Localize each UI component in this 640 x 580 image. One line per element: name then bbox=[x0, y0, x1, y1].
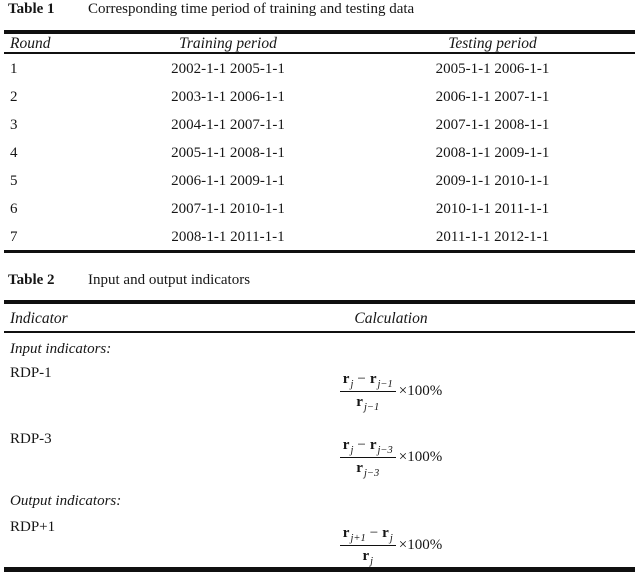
table2-caption-label: Table 2 bbox=[8, 272, 55, 288]
training-cell: 2008-1-1 2011-1-1 bbox=[171, 228, 285, 245]
testing-cell: 2007-1-1 2008-1-1 bbox=[435, 116, 550, 133]
table1-header-testing: Testing period bbox=[448, 35, 537, 52]
calculation-cell: rj − rj−1 rj−1 ×100% bbox=[150, 360, 632, 422]
rdp-plus-1-formula: rj+1− rj rj ×100% bbox=[339, 525, 443, 566]
table-row: 2 2003-1-1 2006-1-1 2006-1-1 2007-1-1 bbox=[8, 83, 632, 111]
fraction: rj+1− rj rj bbox=[339, 525, 396, 566]
calculation-cell: rj+1− rj rj ×100% bbox=[150, 514, 632, 576]
table1-bottom-rule bbox=[4, 249, 635, 253]
fraction: rj − rj−3 rj−3 bbox=[339, 437, 396, 478]
training-cell: 2005-1-1 2008-1-1 bbox=[171, 144, 285, 161]
table-row: 3 2004-1-1 2007-1-1 2007-1-1 2008-1-1 bbox=[8, 111, 632, 139]
table-row-rdp-plus-1: RDP+1 rj+1− rj rj ×100% bbox=[8, 514, 632, 576]
round-cell: 6 bbox=[10, 200, 18, 217]
training-cell: 2004-1-1 2007-1-1 bbox=[171, 116, 285, 133]
table-row-rdp-minus-1: RDP-1 rj − rj−1 rj−1 ×100% bbox=[8, 360, 632, 422]
training-cell: 2007-1-1 2010-1-1 bbox=[171, 200, 285, 217]
table2-header-rule bbox=[4, 331, 635, 333]
table2-bottom-rule bbox=[4, 567, 635, 572]
testing-cell: 2011-1-1 2012-1-1 bbox=[435, 228, 550, 245]
table1-caption: Table 1 Corresponding time period of trai… bbox=[8, 1, 632, 18]
testing-cell: 2010-1-1 2011-1-1 bbox=[435, 200, 550, 217]
round-cell: 4 bbox=[10, 144, 18, 161]
table2-header-row: Indicator Calculation bbox=[8, 310, 632, 327]
table1-header-training: Training period bbox=[179, 35, 277, 52]
testing-cell: 2005-1-1 2006-1-1 bbox=[435, 60, 550, 77]
indicator-label: RDP+1 bbox=[10, 519, 56, 535]
training-cell: 2002-1-1 2005-1-1 bbox=[171, 60, 285, 77]
input-indicators-section-label: Input indicators: bbox=[10, 341, 112, 357]
table1-body: 1 2002-1-1 2005-1-1 2005-1-1 2006-1-1 2 … bbox=[8, 55, 632, 251]
training-cell: 2003-1-1 2006-1-1 bbox=[171, 88, 285, 105]
fraction: rj − rj−1 rj−1 bbox=[339, 371, 396, 412]
times-100-percent: ×100% bbox=[398, 382, 443, 399]
table-row: 4 2005-1-1 2008-1-1 2008-1-1 2009-1-1 bbox=[8, 139, 632, 167]
table1-caption-text: Corresponding time period of training an… bbox=[88, 1, 415, 17]
testing-cell: 2008-1-1 2009-1-1 bbox=[435, 144, 550, 161]
round-cell: 2 bbox=[10, 88, 18, 105]
round-cell: 5 bbox=[10, 172, 18, 189]
table2-caption: Table 2 Input and output indicators bbox=[8, 272, 632, 289]
table-row-rdp-minus-3: RDP-3 rj − rj−3 rj−3 ×100% bbox=[8, 426, 632, 488]
testing-cell: 2006-1-1 2007-1-1 bbox=[435, 88, 550, 105]
output-indicators-section-label: Output indicators: bbox=[10, 493, 122, 509]
table2-caption-text: Input and output indicators bbox=[88, 272, 251, 288]
times-100-percent: ×100% bbox=[398, 448, 443, 465]
table1-top-rule bbox=[4, 30, 635, 34]
table-row: 5 2006-1-1 2009-1-1 2009-1-1 2010-1-1 bbox=[8, 167, 632, 195]
calculation-cell: rj − rj−3 rj−3 ×100% bbox=[150, 426, 632, 488]
table2-header-indicator: Indicator bbox=[10, 310, 68, 327]
testing-cell: 2009-1-1 2010-1-1 bbox=[435, 172, 550, 189]
round-cell: 3 bbox=[10, 116, 18, 133]
table-row: 6 2007-1-1 2010-1-1 2010-1-1 2011-1-1 bbox=[8, 195, 632, 223]
rdp-minus-1-formula: rj − rj−1 rj−1 ×100% bbox=[339, 371, 443, 412]
round-cell: 1 bbox=[10, 60, 18, 77]
training-cell: 2006-1-1 2009-1-1 bbox=[171, 172, 285, 189]
indicator-label: RDP-3 bbox=[10, 431, 52, 447]
table2-top-rule bbox=[4, 300, 635, 304]
table1-header-row: Round Training period Testing period bbox=[8, 35, 632, 52]
table2-header-calculation: Calculation bbox=[354, 310, 428, 327]
times-100-percent: ×100% bbox=[398, 536, 443, 553]
rdp-minus-3-formula: rj − rj−3 rj−3 ×100% bbox=[339, 437, 443, 478]
table1-header-rule bbox=[4, 52, 635, 54]
round-cell: 7 bbox=[10, 228, 18, 245]
table1-caption-label: Table 1 bbox=[8, 1, 55, 17]
table-row: 1 2002-1-1 2005-1-1 2005-1-1 2006-1-1 bbox=[8, 55, 632, 83]
indicator-label: RDP-1 bbox=[10, 365, 52, 381]
table1-header-round: Round bbox=[10, 35, 51, 52]
table-row: 7 2008-1-1 2011-1-1 2011-1-1 2012-1-1 bbox=[8, 223, 632, 251]
